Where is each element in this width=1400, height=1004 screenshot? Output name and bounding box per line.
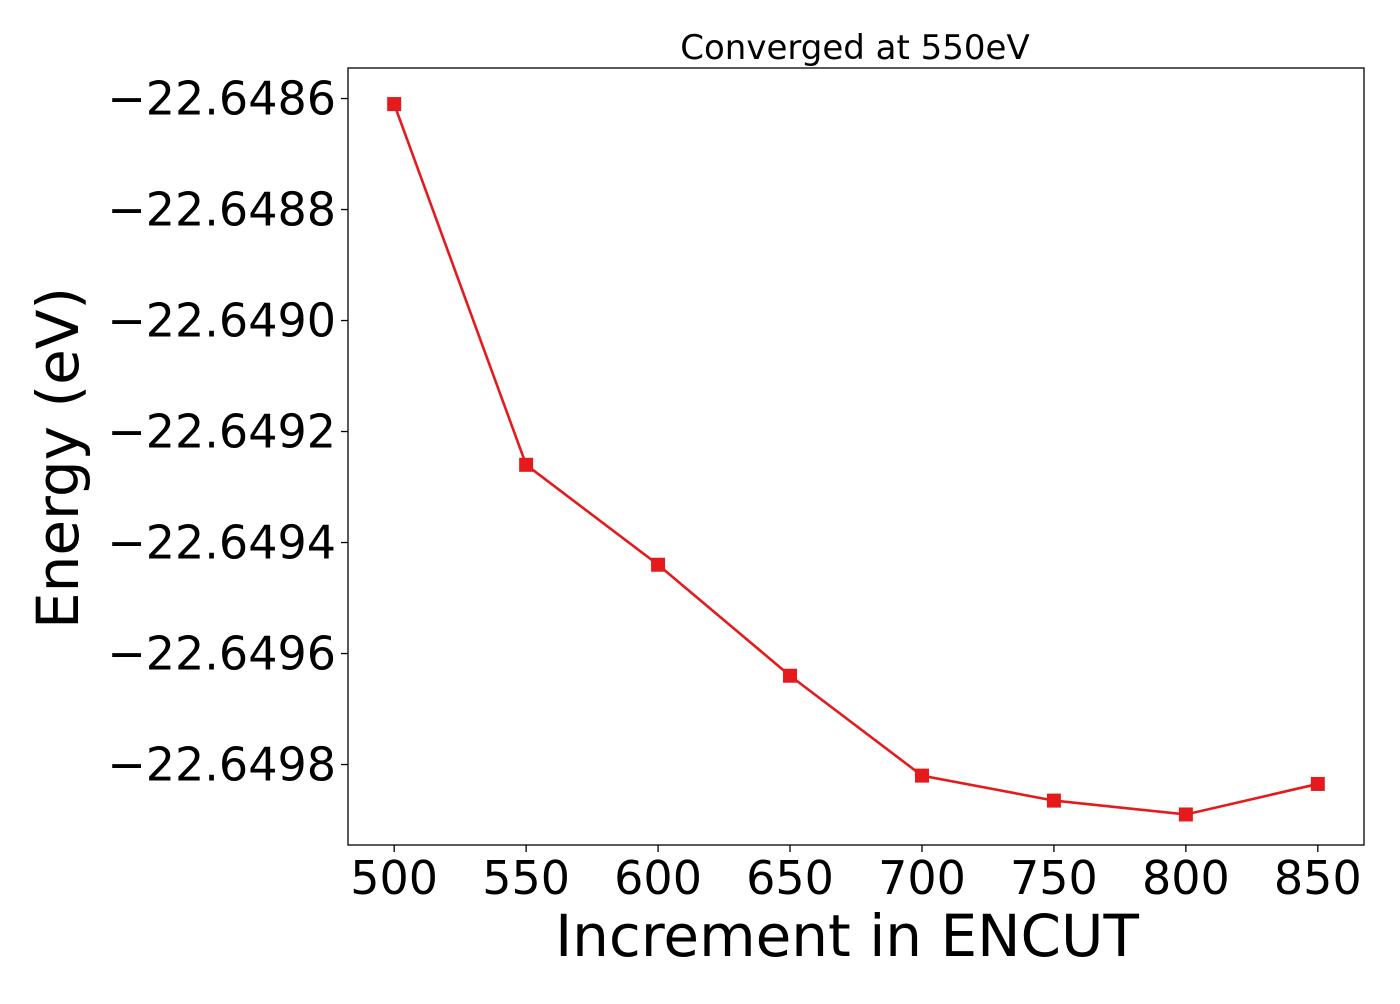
x-tick-label: 750 bbox=[1010, 851, 1098, 905]
x-axis-label: Increment in ENCUT bbox=[555, 902, 1139, 970]
data-point-marker bbox=[519, 457, 534, 472]
y-axis-label: Energy (eV) bbox=[24, 287, 92, 629]
x-tick-label: 650 bbox=[746, 851, 834, 905]
x-tick-label: 700 bbox=[878, 851, 966, 905]
y-tick-label: −22.6492 bbox=[107, 405, 336, 459]
y-tick-label: −22.6486 bbox=[107, 72, 336, 126]
data-point-marker bbox=[387, 97, 402, 112]
chart-title: Converged at 550eV bbox=[680, 28, 1029, 68]
y-tick-label: −22.6490 bbox=[107, 294, 336, 348]
data-point-marker bbox=[783, 668, 798, 683]
data-point-marker bbox=[1178, 807, 1193, 822]
y-tick-label: −22.6488 bbox=[107, 183, 336, 237]
data-point-marker bbox=[914, 768, 929, 783]
plot-frame bbox=[347, 67, 1365, 846]
data-point-marker bbox=[1310, 776, 1325, 791]
x-tick-label: 500 bbox=[350, 851, 438, 905]
x-tick-label: 600 bbox=[614, 851, 702, 905]
y-tick-label: −22.6498 bbox=[107, 738, 336, 792]
data-point-marker bbox=[651, 557, 666, 572]
x-tick-label: 800 bbox=[1142, 851, 1230, 905]
y-tick-label: −22.6494 bbox=[107, 516, 336, 570]
x-tick-label: 850 bbox=[1274, 851, 1362, 905]
x-tick-label: 550 bbox=[482, 851, 570, 905]
y-tick-label: −22.6496 bbox=[107, 627, 336, 681]
series-line bbox=[392, 103, 1319, 816]
data-point-marker bbox=[1046, 793, 1061, 808]
